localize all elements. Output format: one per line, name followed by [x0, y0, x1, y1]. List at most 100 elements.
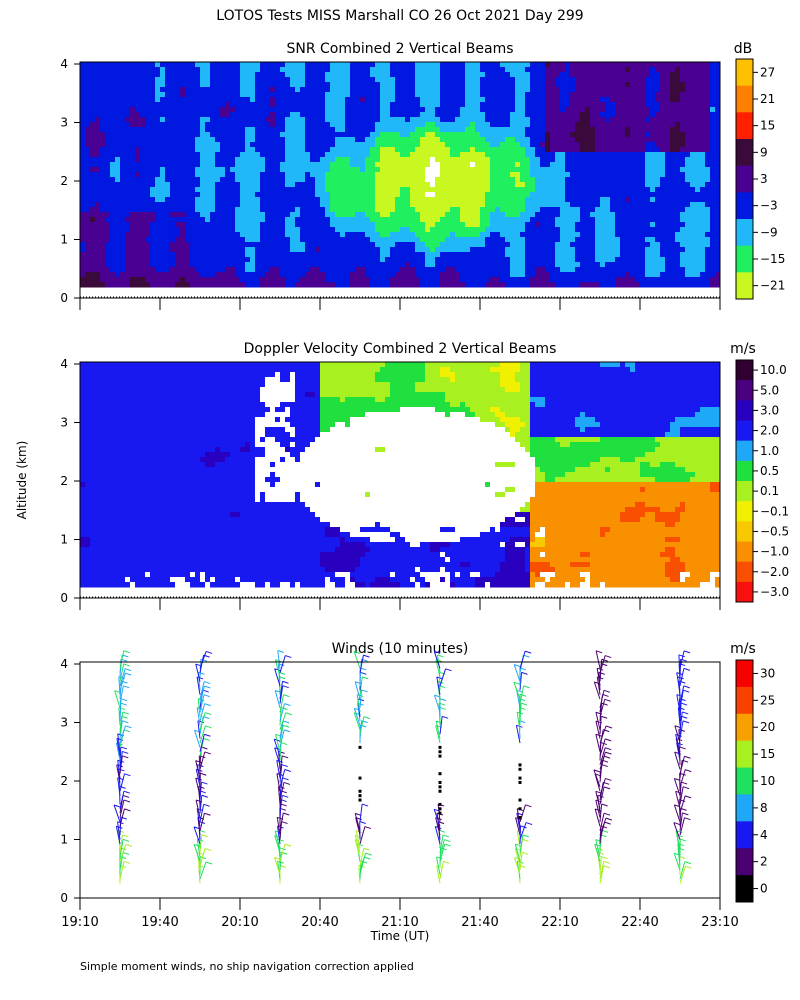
snr-cell — [610, 102, 616, 108]
snr-cell — [460, 97, 466, 103]
snr-cell — [555, 72, 561, 78]
snr-cell — [405, 197, 411, 203]
snr-cell — [115, 132, 121, 138]
snr-cell — [370, 122, 376, 128]
snr-cell — [510, 272, 516, 278]
snr-cell — [155, 147, 161, 153]
snr-cell — [240, 177, 246, 183]
snr-cell — [390, 117, 396, 123]
snr-cell — [560, 167, 566, 173]
snr-cell — [365, 172, 371, 178]
snr-cell — [120, 147, 126, 153]
snr-cell — [195, 192, 201, 198]
snr-cell — [400, 232, 406, 238]
snr-cell — [180, 122, 186, 128]
snr-cell — [95, 117, 101, 123]
snr-cell — [545, 247, 551, 253]
snr-cell — [550, 192, 556, 198]
snr-cell — [510, 182, 516, 188]
snr-cell — [115, 267, 121, 273]
snr-cell — [470, 77, 476, 83]
snr-cell — [265, 222, 271, 228]
snr-cell — [450, 147, 456, 153]
snr-cell — [275, 152, 281, 158]
snr-cell — [190, 217, 196, 223]
snr-cell — [175, 237, 181, 243]
snr-cell — [215, 157, 221, 163]
snr-cell — [220, 182, 226, 188]
snr-cell — [450, 152, 456, 158]
snr-cell — [390, 87, 396, 93]
snr-cell — [425, 97, 431, 103]
snr-cell — [445, 172, 451, 178]
snr-cell — [560, 272, 566, 278]
snr-cell — [590, 197, 596, 203]
snr-cell — [365, 262, 371, 268]
snr-cell — [270, 102, 276, 108]
snr-cell — [200, 72, 206, 78]
snr-cell — [300, 192, 306, 198]
snr-cell — [105, 112, 111, 118]
snr-cell — [565, 212, 571, 218]
snr-cell — [460, 202, 466, 208]
snr-cell — [485, 112, 491, 118]
snr-cell — [580, 97, 586, 103]
snr-cell — [215, 182, 221, 188]
snr-cell — [190, 117, 196, 123]
snr-cell — [345, 82, 351, 88]
snr-cell — [510, 112, 516, 118]
snr-cell — [280, 252, 286, 258]
snr-cell — [420, 92, 426, 98]
snr-cell — [405, 132, 411, 138]
snr-cell — [625, 192, 631, 198]
snr-cell — [590, 62, 596, 68]
snr-cell — [575, 202, 581, 208]
snr-cell — [570, 97, 576, 103]
snr-cell — [425, 222, 431, 228]
snr-cell — [135, 172, 141, 178]
snr-cell — [160, 262, 166, 268]
snr-cell — [420, 222, 426, 228]
snr-cell — [550, 252, 556, 258]
snr-cell — [485, 147, 491, 153]
snr-cell — [545, 97, 551, 103]
snr-cell — [400, 202, 406, 208]
snr-cell — [560, 212, 566, 218]
snr-cell — [395, 152, 401, 158]
snr-cell — [550, 102, 556, 108]
snr-cell — [550, 222, 556, 228]
snr-cell — [600, 102, 606, 108]
snr-cell — [430, 127, 436, 133]
snr-cell — [485, 152, 491, 158]
snr-cell — [310, 237, 316, 243]
snr-cell — [430, 247, 436, 253]
snr-cell — [490, 197, 496, 203]
snr-cell — [490, 117, 496, 123]
snr-cell — [500, 77, 506, 83]
snr-cell — [230, 282, 236, 288]
snr-cell — [615, 182, 621, 188]
snr-cell — [435, 257, 441, 263]
snr-cell — [245, 237, 251, 243]
snr-cell — [475, 82, 481, 88]
snr-cell — [355, 217, 361, 223]
snr-cell — [435, 212, 441, 218]
snr-cell — [270, 87, 276, 93]
snr-cell — [280, 257, 286, 263]
snr-cell — [280, 167, 286, 173]
snr-cell — [215, 232, 221, 238]
snr-cell — [365, 137, 371, 143]
snr-cell — [390, 247, 396, 253]
snr-cell — [395, 107, 401, 113]
snr-cell — [185, 267, 191, 273]
snr-cell — [460, 212, 466, 218]
snr-cell — [545, 142, 551, 148]
snr-cell — [570, 252, 576, 258]
snr-cell — [200, 107, 206, 113]
snr-cell — [605, 247, 611, 253]
snr-cell — [105, 122, 111, 128]
snr-cell — [155, 217, 161, 223]
snr-cell — [390, 137, 396, 143]
snr-cell — [160, 227, 166, 233]
snr-cell — [510, 202, 516, 208]
